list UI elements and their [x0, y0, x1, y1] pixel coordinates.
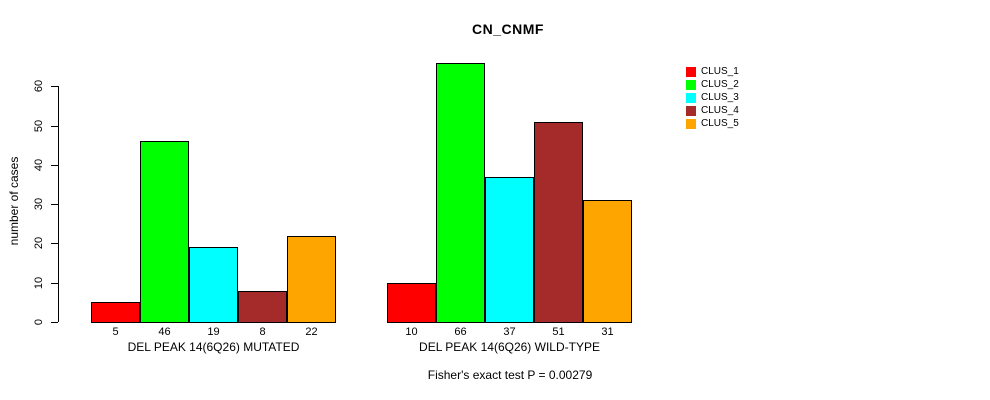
legend-item-clus_4: CLUS_4 [686, 104, 739, 117]
x-axis-group-label-1: DEL PEAK 14(6Q26) MUTATED [127, 340, 300, 354]
bar-clus_3-group2 [485, 177, 534, 323]
legend-label: CLUS_5 [701, 118, 739, 129]
y-axis [58, 86, 59, 322]
legend-swatch-clus_4 [686, 105, 696, 116]
y-tick [51, 283, 58, 284]
legend-item-clus_3: CLUS_3 [686, 91, 739, 104]
bar-clus_1-group1 [91, 302, 140, 323]
bar-clus_2-group1 [140, 141, 189, 323]
y-tick-label: 60 [33, 79, 45, 93]
legend-swatch-clus_1 [686, 66, 696, 77]
x-axis-group-label-2: DEL PEAK 14(6Q26) WILD-TYPE [419, 340, 600, 354]
bar-value-label: 51 [552, 326, 565, 338]
bar-clus_1-group2 [387, 283, 436, 323]
legend-label: CLUS_4 [701, 105, 739, 116]
legend: CLUS_1 CLUS_2 CLUS_3 CLUS_4 CLUS_5 [686, 65, 739, 130]
bar-clus_4-group2 [534, 122, 583, 323]
bar-clus_5-group2 [583, 200, 632, 323]
y-tick [51, 165, 58, 166]
y-tick-label: 10 [33, 276, 45, 290]
y-tick [51, 322, 58, 323]
y-tick [51, 126, 58, 127]
bar-value-label: 46 [158, 326, 171, 338]
bar-clus_3-group1 [189, 247, 238, 323]
y-tick-label: 0 [33, 318, 45, 326]
legend-swatch-clus_3 [686, 92, 696, 103]
bar-value-label: 10 [405, 326, 418, 338]
bar-value-label: 66 [454, 326, 467, 338]
y-tick-label: 40 [33, 158, 45, 172]
y-tick [51, 204, 58, 205]
legend-item-clus_5: CLUS_5 [686, 117, 739, 130]
bar-clus_2-group2 [436, 63, 485, 323]
bar-value-label: 5 [112, 326, 119, 338]
legend-item-clus_1: CLUS_1 [686, 65, 739, 78]
legend-item-clus_2: CLUS_2 [686, 78, 739, 91]
bar-value-label: 37 [503, 326, 516, 338]
bar-value-label: 22 [305, 326, 318, 338]
bar-value-label: 19 [207, 326, 220, 338]
legend-label: CLUS_3 [701, 92, 739, 103]
bar-value-label: 8 [259, 326, 266, 338]
legend-swatch-clus_2 [686, 79, 696, 90]
bar-clus_5-group1 [287, 236, 336, 323]
y-tick [51, 243, 58, 244]
subtitle-fisher-test: Fisher's exact test P = 0.00279 [427, 368, 593, 382]
y-axis-label: number of cases [7, 156, 21, 246]
y-tick-label: 50 [33, 119, 45, 133]
chart-title: CN_CNMF [472, 21, 544, 37]
legend-swatch-clus_5 [686, 118, 696, 129]
bar-clus_4-group1 [238, 291, 287, 323]
legend-label: CLUS_2 [701, 79, 739, 90]
y-tick-label: 20 [33, 236, 45, 250]
y-tick-label: 30 [33, 197, 45, 211]
y-tick [51, 86, 58, 87]
bar-value-label: 31 [601, 326, 614, 338]
legend-label: CLUS_1 [701, 66, 739, 77]
